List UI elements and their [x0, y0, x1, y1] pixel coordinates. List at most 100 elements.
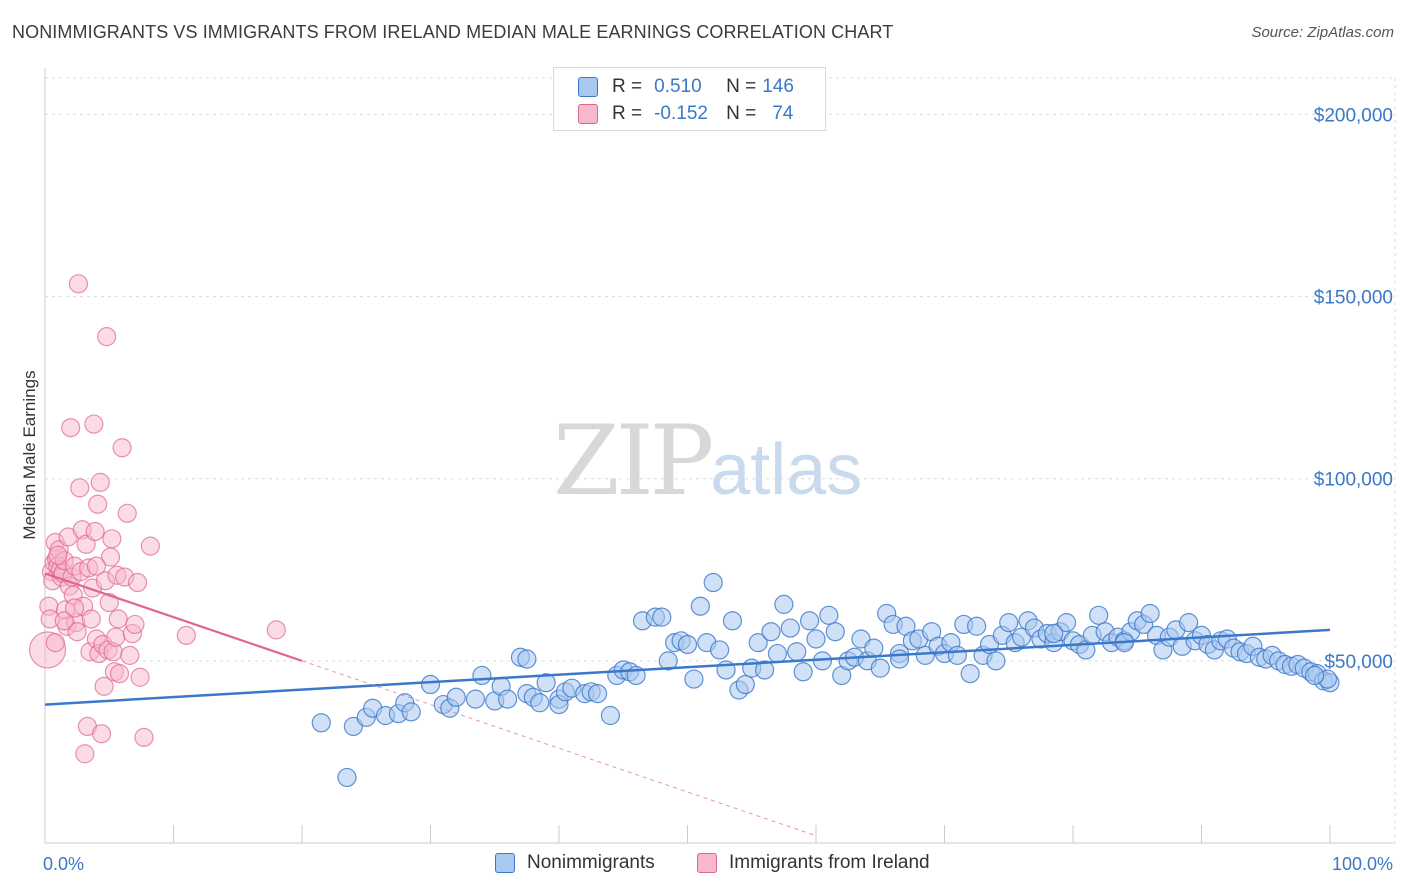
- ireland-point: [85, 521, 105, 542]
- nonimmigrant-point: [530, 693, 550, 713]
- legend-n-label: N =: [726, 76, 757, 97]
- ireland-point: [99, 592, 119, 613]
- ireland-point: [64, 598, 85, 618]
- ireland-point: [70, 478, 90, 498]
- ireland-point: [125, 614, 145, 635]
- ireland-point: [84, 414, 104, 434]
- nonimmigrant-point: [767, 643, 788, 664]
- nonimmigrant-point: [465, 689, 486, 709]
- nonimmigrant-point: [536, 673, 556, 693]
- nonimmigrant-point: [401, 702, 421, 722]
- legend-swatch-pink: [578, 104, 598, 124]
- nonimmigrant-point: [960, 664, 980, 684]
- nonimmigrant-point: [684, 669, 704, 689]
- nonimmigrant-point: [799, 611, 820, 631]
- y-tick-label: $100,000: [1314, 470, 1393, 491]
- nonimmigrant-point: [889, 649, 910, 669]
- nonimmigrant-point: [870, 658, 890, 678]
- bottom-legend-nonimmigrants: Nonimmigrants: [495, 852, 655, 874]
- ireland-point: [67, 622, 87, 642]
- watermark-atlas: atlas: [710, 430, 863, 510]
- x-tick-label-start: 0.0%: [43, 854, 84, 874]
- nonimmigrant-point: [819, 605, 839, 625]
- ireland-point: [90, 472, 110, 492]
- nonimmigrant-point: [1304, 665, 1325, 686]
- bottom-legend-ireland: Immigrants from Ireland: [697, 852, 930, 874]
- bottom-legend-swatch-blue: [495, 853, 515, 873]
- nonimmigrant-point: [986, 651, 1006, 671]
- nonimmigrant-point: [710, 640, 730, 660]
- nonimmigrant-point: [735, 674, 755, 695]
- gridlines: [45, 77, 1396, 843]
- ireland-point: [45, 633, 65, 653]
- ireland-point: [102, 529, 122, 549]
- ireland-trend-line: [44, 572, 303, 662]
- ireland-point: [61, 418, 81, 438]
- ireland-point: [86, 556, 107, 576]
- nonimmigrant-point: [1044, 623, 1064, 644]
- ireland-point: [97, 327, 117, 347]
- y-tick-label: $50,000: [1324, 652, 1393, 673]
- nonimmigrant-point: [472, 665, 492, 686]
- nonimmigrant-point: [1179, 613, 1199, 633]
- legend-r-label: R =: [612, 103, 643, 124]
- nonimmigrant-point: [999, 613, 1019, 633]
- y-tick-label: $150,000: [1314, 288, 1393, 309]
- nonimmigrants-trend-line: [44, 628, 1331, 706]
- nonimmigrant-point: [774, 594, 794, 614]
- ireland-point: [94, 676, 114, 696]
- nonimmigrant-point: [748, 633, 768, 653]
- bottom-legend-swatch-pink: [697, 853, 717, 873]
- bottom-legend-label-pink: Immigrants from Ireland: [729, 852, 930, 873]
- ireland-point: [54, 611, 74, 631]
- nonimmigrant-point: [806, 629, 826, 649]
- legend-r-value-pink: -0.152: [654, 103, 708, 124]
- nonimmigrant-point: [703, 572, 723, 593]
- nonimmigrant-point: [337, 767, 357, 788]
- ireland-point: [120, 645, 140, 665]
- ireland-trend-extension: [301, 660, 817, 837]
- legend-swatch-blue: [578, 77, 598, 97]
- nonimmigrant-point: [690, 596, 710, 616]
- axes: [44, 68, 1395, 844]
- nonimmigrant-point: [825, 622, 845, 642]
- ireland-point: [140, 536, 160, 556]
- nonimmigrant-point: [517, 649, 537, 669]
- nonimmigrant-point: [652, 607, 672, 627]
- legend-n-label: N =: [726, 103, 757, 124]
- ireland-point: [109, 664, 130, 684]
- ireland-point: [134, 727, 154, 747]
- nonimmigrant-point: [658, 651, 678, 671]
- nonimmigrant-point: [600, 705, 621, 726]
- ireland-point: [75, 744, 95, 764]
- legend-row-ireland: R = -0.152 N = 74: [578, 101, 793, 127]
- source-label: Source: ZipAtlas.com: [1251, 24, 1394, 41]
- nonimmigrant-point: [677, 634, 698, 655]
- legend-row-nonimmigrants: R = 0.510 N = 146: [578, 74, 794, 100]
- ireland-point: [117, 503, 137, 523]
- trend-lines: [44, 572, 1331, 837]
- nonimmigrant-point: [498, 689, 518, 709]
- ireland-point: [176, 625, 196, 645]
- nonimmigrant-point: [754, 660, 775, 680]
- nonimmigrant-point: [722, 611, 743, 631]
- nonimmigrant-point: [1089, 605, 1109, 625]
- chart-title: NONIMMIGRANTS VS IMMIGRANTS FROM IRELAND…: [12, 22, 894, 42]
- legend-n-value-pink: 74: [772, 103, 794, 124]
- nonimmigrant-point: [780, 618, 800, 638]
- nonimmigrant-point: [587, 684, 608, 704]
- ireland-point: [112, 438, 132, 458]
- bottom-legend-label-blue: Nonimmigrants: [527, 852, 655, 873]
- ireland-point: [68, 274, 89, 294]
- watermark-zip: ZIP: [553, 405, 714, 517]
- ireland-point: [48, 545, 68, 565]
- nonimmigrant-point: [761, 622, 781, 642]
- ireland-point: [106, 627, 126, 647]
- ireland-point: [108, 609, 128, 629]
- nonimmigrant-point: [446, 687, 466, 707]
- y-tick-label: $200,000: [1314, 105, 1393, 126]
- nonimmigrant-point: [1056, 613, 1077, 633]
- ireland-point: [130, 667, 150, 687]
- nonimmigrant-point: [947, 645, 967, 665]
